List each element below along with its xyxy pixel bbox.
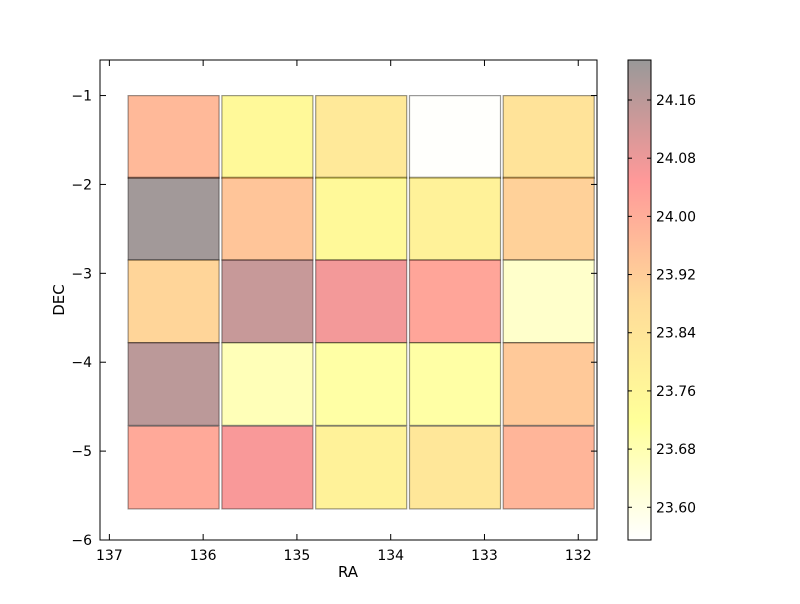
heatmap-cell [502, 94, 595, 179]
colorbar-tick-label: 23.92 [656, 268, 696, 284]
heatmap-cell [315, 425, 408, 510]
colorbar-tick-label: 23.68 [656, 442, 696, 458]
heatmap-cell [127, 94, 220, 179]
x-tick-label: 136 [190, 548, 217, 564]
x-tick-label: 135 [284, 548, 311, 564]
y-tick-label: −1 [71, 89, 92, 105]
heatmap-cell [408, 94, 502, 179]
heatmap-cell [127, 259, 220, 344]
heatmap-cell [315, 94, 408, 179]
heatmap-cell [221, 342, 314, 427]
y-tick-label: −2 [71, 177, 92, 193]
x-tick-label: 132 [565, 548, 592, 564]
colorbar-tick-label: 24.00 [656, 209, 696, 225]
colorbar-tick-label: 23.84 [656, 326, 696, 342]
heatmap-cell [221, 176, 314, 261]
colorbar-ticks: 23.60 23.68 23.76 23.84 23.92 24.00 24.08 24.16 [628, 93, 696, 516]
heatmap-cell [315, 342, 408, 427]
heatmap-cell [502, 176, 595, 261]
heatmap-cell [502, 342, 595, 427]
x-tick-label: 137 [96, 548, 123, 564]
x-tick-label: 134 [377, 548, 404, 564]
heatmap-cell [315, 176, 408, 261]
heatmap-cell [221, 94, 314, 179]
y-tick-label: −3 [71, 266, 92, 282]
heatmap-cell [127, 342, 220, 427]
heatmap-cell [408, 176, 502, 261]
heatmap-cell [408, 342, 502, 427]
y-tick-label: −4 [71, 355, 92, 371]
plot-area-frame [99, 59, 598, 541]
heatmap-cell [127, 425, 220, 510]
colorbar-tick-label: 24.08 [656, 151, 696, 167]
plot-area-background [100, 60, 597, 540]
heatmap-cell [221, 425, 314, 510]
colorbar-tick-label: 23.76 [656, 384, 696, 400]
colorbar-tick-label: 24.16 [656, 93, 696, 109]
heatmap-cell [502, 259, 595, 344]
y-tick-label: −6 [71, 533, 92, 549]
axis-ticks: 137 136 135 134 133 132 −1 −2 −3 −4 −5 −6 [71, 60, 597, 564]
x-tick-label: 133 [471, 548, 498, 564]
heatmap-cell [221, 259, 314, 344]
heatmap-cell [127, 176, 220, 261]
y-tick-label: −5 [71, 444, 92, 460]
colorbar-tick-label: 23.60 [656, 500, 696, 516]
x-axis-label: RA [338, 563, 359, 581]
heatmap-cell [408, 425, 502, 510]
colorbar [627, 59, 652, 541]
y-axis-label: DEC [50, 284, 68, 316]
heatmap-cells [127, 94, 595, 510]
heatmap-cell [408, 259, 502, 344]
heatmap-cell [502, 425, 595, 510]
heatmap-cell [315, 259, 408, 344]
